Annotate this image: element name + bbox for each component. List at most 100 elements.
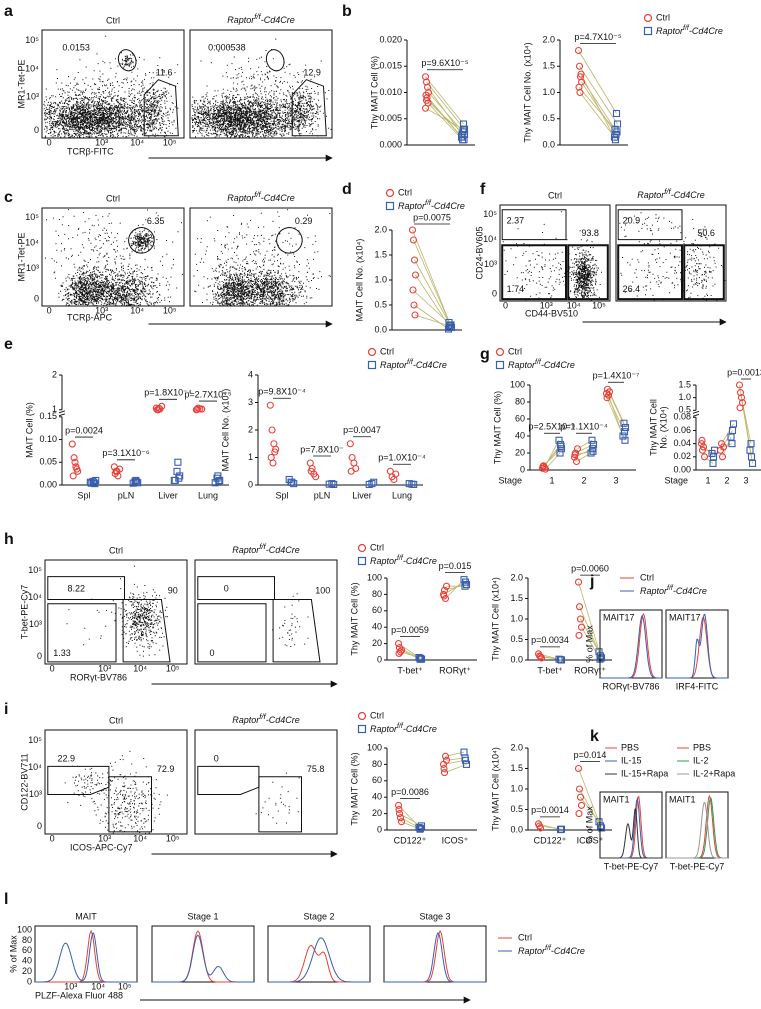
y-axis-label: Thy MAIT Cell (x10⁴)	[490, 747, 500, 831]
y-tick-label: 60	[22, 945, 32, 955]
ctrl-point	[735, 381, 744, 389]
genotype-sup: f/f	[407, 359, 414, 366]
y-tick-label: 2.0	[374, 224, 387, 234]
y-tick-label: 0.0	[510, 824, 523, 834]
x-axis-label: IRF4-FITC	[676, 681, 719, 691]
panel-letter: i	[4, 701, 8, 718]
pair-line	[413, 304, 449, 330]
ko-point	[612, 109, 621, 118]
histogram-frame	[151, 925, 255, 983]
ctrl-point	[423, 94, 431, 102]
y-tick-label: 1.5	[542, 61, 555, 71]
gate	[47, 603, 117, 663]
ko-point	[557, 442, 565, 450]
ctrl-point	[268, 426, 276, 434]
ctrl-point	[718, 453, 727, 461]
flow-plot-frame	[499, 204, 611, 302]
genotype-label: Raptorf/f-Cd4Cre	[656, 25, 723, 36]
genotype-label: Raptorf/f-Cd4Cre	[380, 359, 447, 370]
events	[272, 593, 309, 647]
y-tick-label: 0.02	[673, 451, 691, 461]
x-tick-label: 10³	[98, 663, 111, 673]
ctrl-point	[440, 592, 448, 600]
x-tick-label: Liver	[352, 490, 372, 500]
y-axis-label: Thy MAIT Cell (%)	[492, 391, 502, 464]
ctrl-point	[736, 404, 744, 412]
y-tick-label: 10³	[29, 789, 42, 799]
ctrl-point	[442, 756, 451, 764]
ctrl-point	[574, 578, 583, 586]
genotype-suffix: -Cd4Cre	[431, 201, 465, 211]
ctrl-point	[395, 810, 404, 818]
panel-letter: f	[480, 181, 486, 198]
legend-label: IL-15+Rapa	[621, 768, 668, 778]
ctrl-point	[113, 467, 121, 475]
ko-point	[460, 130, 469, 139]
p-value: p=0.0075	[413, 212, 451, 222]
genotype-label: Raptorf/f-Cd4Cre	[640, 585, 707, 596]
ko-point	[729, 420, 738, 428]
plot-title: Ctrl	[106, 15, 120, 25]
y-tick-label: 0.5	[542, 113, 555, 123]
panel-letter: k	[590, 728, 599, 745]
genotype-label: Raptorf/f-Cd4Cre	[370, 723, 437, 734]
legend-label: Ctrl	[640, 572, 654, 582]
legend-label: IL-2	[693, 755, 709, 765]
panel-letter: c	[4, 189, 13, 206]
gate	[276, 227, 303, 254]
y-tick-label: 0.0	[374, 324, 387, 334]
y-axis-label: Thy MAIT Cell	[648, 399, 658, 456]
legend-ko-symbol	[357, 724, 367, 734]
ko-point	[727, 433, 735, 441]
ko-point	[129, 479, 137, 487]
ko-point	[460, 576, 468, 584]
y-axis-label: T-bet-PE-Cy7	[19, 585, 29, 640]
y-tick-label: 0.10	[39, 434, 57, 444]
ko-point	[415, 823, 423, 832]
ko-point	[458, 136, 467, 144]
ko-point	[405, 480, 413, 488]
y-axis-label: Thy MAIT Cell (%)	[349, 752, 359, 825]
ctrl-point	[394, 801, 403, 809]
y-tick-label: 0	[377, 824, 382, 834]
y-tick-label: 10³	[26, 263, 39, 273]
ko-point	[410, 480, 418, 489]
gate-frequency: 1.74	[507, 284, 525, 294]
pair-line	[581, 626, 601, 660]
genotype-sup: f/f	[259, 542, 266, 551]
genotype-label: Raptorf/f-Cd4Cre	[227, 12, 294, 26]
ctrl-point	[576, 88, 584, 97]
genotype-name: Raptor	[227, 15, 255, 25]
genotype-name: Raptor	[380, 360, 408, 370]
y-tick-label: 1.0	[510, 783, 523, 793]
plot-title: Ctrl	[109, 545, 123, 555]
pair-line	[444, 764, 467, 773]
genotype-label: Raptorf/f-Cd4Cre	[518, 945, 585, 956]
ko-point	[211, 479, 219, 487]
genotype-sup: f/f	[545, 945, 552, 952]
x-tick-label: 3	[743, 475, 748, 485]
ko-point	[747, 453, 756, 461]
genotype-sup: f/f	[535, 359, 542, 366]
pair-line	[607, 389, 626, 428]
ko-point	[325, 480, 333, 488]
genotype-name: Raptor	[227, 193, 255, 203]
gate-frequency: 0	[224, 583, 229, 593]
gate-frequency: 93.8	[581, 228, 599, 238]
ctrl-point	[409, 236, 418, 244]
pair-line	[412, 289, 452, 326]
legend-label: PBS	[621, 742, 639, 752]
y-tick-label: 2	[248, 424, 253, 434]
gate	[197, 576, 275, 600]
x-tick-label: CD122⁺	[534, 835, 567, 845]
genotype-suffix: -Cd4Cre	[413, 360, 447, 370]
x-tick-label: 2	[581, 475, 586, 485]
ctrl-point	[535, 652, 544, 660]
x-tick-label: RORγt⁺	[439, 665, 471, 675]
ko-point	[459, 125, 468, 133]
pair-line	[426, 97, 462, 138]
x-axis-label: TCRβ-FITC	[67, 146, 114, 156]
events	[45, 209, 183, 306]
legend-label: PBS	[693, 742, 711, 752]
genotype-label: Raptorf/f-Cd4Cre	[227, 190, 294, 204]
